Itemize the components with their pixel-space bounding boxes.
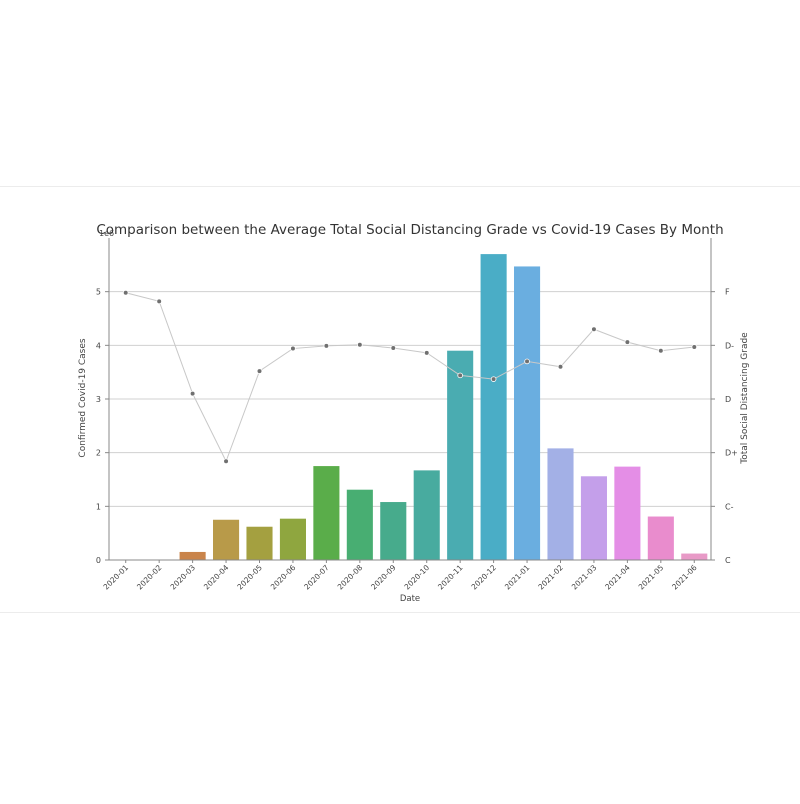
bar [681, 553, 708, 560]
x-tick-label: 2020-06 [269, 563, 298, 592]
y-tick-label: 2 [96, 449, 101, 458]
y2-tick-label: D- [725, 341, 734, 350]
figure-bottom-border [0, 612, 800, 613]
y-tick-label: 1 [96, 502, 101, 511]
grade-line [122, 289, 698, 465]
x-tick-label: 2020-01 [102, 563, 131, 592]
grade-point [122, 289, 129, 296]
x-tick-label: 2020-03 [168, 563, 197, 592]
y2-tick-label: C [725, 556, 731, 565]
x-tick-label: 2021-01 [503, 563, 532, 592]
bar [514, 266, 541, 560]
y2-tick-label: F [725, 288, 730, 297]
bar [614, 466, 641, 560]
grade-point [423, 350, 430, 356]
grade-point [223, 458, 229, 465]
grade-point [490, 376, 497, 382]
x-tick-label: 2021-05 [637, 563, 666, 592]
grade-point [691, 344, 698, 350]
grade-point [557, 363, 564, 370]
bar [346, 489, 373, 560]
grade-point [156, 298, 162, 305]
y2-tick-label: D [725, 395, 731, 404]
grade-point [323, 343, 330, 349]
grade-point [357, 341, 363, 348]
bar [413, 470, 440, 560]
y-tick-label: 3 [96, 395, 101, 404]
grade-line-path [125, 292, 695, 463]
bar [279, 518, 306, 560]
bar [313, 466, 340, 560]
x-tick-label: 2020-07 [302, 563, 331, 592]
x-tick-label: 2020-05 [235, 563, 264, 592]
figure-top-border [0, 186, 800, 187]
bar [380, 502, 407, 560]
x-tick-label: 2020-12 [469, 563, 498, 592]
y2-axis-label: Total Social Distancing Grade [740, 332, 750, 465]
grade-point [290, 345, 296, 352]
bar [447, 350, 474, 560]
grade-point [524, 358, 530, 365]
grade-point [624, 339, 631, 345]
grade-point [189, 390, 196, 397]
y2-tick-label: C- [725, 502, 734, 511]
x-tick-label: 2021-06 [670, 563, 699, 592]
grade-point [457, 372, 463, 379]
bar [213, 519, 240, 560]
x-axis-label: Date [400, 594, 420, 604]
bar [480, 254, 507, 560]
bar [647, 516, 674, 560]
x-tick-label: 2020-11 [436, 563, 465, 592]
y-tick-label: 0 [96, 556, 101, 565]
x-tick-label: 2020-04 [202, 563, 231, 592]
x-tick-label: 2020-08 [336, 563, 365, 592]
chart-title: Comparison between the Average Total Soc… [96, 222, 723, 238]
bar [547, 448, 574, 560]
x-tick-label: 2021-04 [603, 563, 632, 592]
y-tick-label: 5 [96, 288, 101, 297]
grade-point [658, 347, 664, 354]
x-tick-label: 2020-09 [369, 563, 398, 592]
x-tick-label: 2021-03 [570, 563, 599, 592]
grade-point [591, 326, 597, 333]
x-tick-label: 2021-02 [536, 563, 565, 592]
y-scale-note: 1e6 [99, 229, 114, 238]
grade-point [256, 368, 263, 374]
bar [580, 476, 607, 560]
grade-point [390, 345, 397, 351]
bar [246, 526, 273, 560]
y2-tick-label: D+ [725, 449, 738, 458]
x-tick-label: 2020-10 [403, 563, 432, 592]
bar [179, 551, 206, 560]
y-axis-label: Confirmed Covid-19 Cases [78, 338, 88, 457]
bars [179, 254, 708, 560]
y-tick-label: 4 [96, 341, 101, 350]
x-tick-label: 2020-02 [135, 563, 164, 592]
